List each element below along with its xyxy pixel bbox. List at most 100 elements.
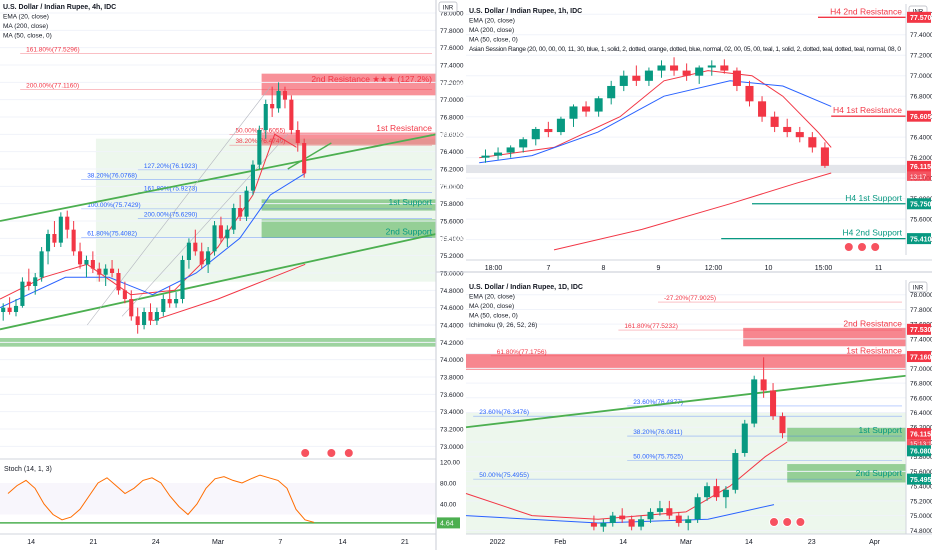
candle-body xyxy=(97,268,102,275)
fib-label: 38.20%(76.0768) xyxy=(87,172,137,179)
y-tick-label: 76.4000 xyxy=(910,135,932,142)
y-tick-label: 77.4000 xyxy=(910,32,932,39)
moving-average-line xyxy=(152,263,306,322)
zone-band xyxy=(787,427,906,442)
y-tick-label: 73.2000 xyxy=(440,427,464,434)
y-tick-label: 78.0000 xyxy=(440,11,464,18)
indicator-legend-line: MA (50, close, 0) xyxy=(469,313,518,320)
price-tag-label: 77.1605 xyxy=(910,354,932,361)
y-tick-label: 76.4000 xyxy=(440,149,464,156)
fib-label: 200.00%(77.1160) xyxy=(26,82,79,89)
candle-body xyxy=(732,70,741,86)
x-tick-label: 23 xyxy=(808,539,816,546)
candle-body xyxy=(760,379,767,391)
candle-body xyxy=(129,299,134,317)
candle-body xyxy=(644,70,653,81)
y-tick-label: 74.8000 xyxy=(440,288,464,295)
candle-body xyxy=(590,522,597,527)
candle-body xyxy=(783,126,792,133)
candle-body xyxy=(820,147,829,166)
candle-body xyxy=(732,453,739,490)
candle-body xyxy=(206,251,211,265)
stoch-line xyxy=(7,474,315,523)
zone-label: 1st Support xyxy=(389,197,433,207)
zone-label: 2nd Resistance ★★★ (127.2%) xyxy=(311,74,432,84)
currency-badge: INR xyxy=(913,286,924,292)
y-tick-label: 76.2000 xyxy=(440,167,464,174)
candle-body xyxy=(531,128,540,140)
fib-label: 50.00%(75.7525) xyxy=(633,453,683,460)
x-tick-label: 14 xyxy=(27,539,35,546)
candle-body xyxy=(670,65,679,71)
y-tick-label: 73.8000 xyxy=(440,375,464,382)
candle-body xyxy=(238,208,243,217)
panel-1d[interactable]: -27.20%(77.9025) 161.80%(77.5232) 61.80%(7… xyxy=(465,280,932,546)
candle-body xyxy=(142,312,147,325)
candle-body xyxy=(628,519,635,527)
price-tag-label: 75.4955 xyxy=(910,477,932,484)
candle-body xyxy=(594,98,603,112)
candle-body xyxy=(110,268,115,273)
countdown-label: 03:13:17 xyxy=(440,184,466,191)
price-tag-box xyxy=(907,160,931,172)
economic-event-icon xyxy=(782,517,793,527)
candle-body xyxy=(685,519,692,523)
candle-body xyxy=(276,91,281,109)
price-tag-box xyxy=(907,11,931,23)
candle-body xyxy=(58,216,63,243)
candle-body xyxy=(695,67,704,76)
moving-average-line xyxy=(553,172,832,251)
stoch-band xyxy=(0,483,436,515)
zone-band xyxy=(261,219,436,239)
countdown-label: 15:13:17 xyxy=(910,441,932,448)
y-tick-label: 75.8000 xyxy=(910,454,932,461)
candle-body xyxy=(218,225,223,239)
indicator-legend-line: MA (200, close) xyxy=(469,303,514,310)
panel-4h[interactable]: 161.80%(77.5296)200.00%(77.1160)50.00%(7… xyxy=(0,0,466,546)
indicator-legend-line: MA (50, close, 0) xyxy=(3,33,52,40)
candle-body xyxy=(657,65,666,71)
y-tick-label: 74.4000 xyxy=(440,323,464,330)
price-axis xyxy=(906,4,932,255)
moving-average-line xyxy=(465,504,775,524)
economic-event-icon xyxy=(326,448,337,458)
fib-label: 127.20%(76.1923) xyxy=(144,163,198,170)
indicator-legend-line: MA (200, close) xyxy=(3,23,48,30)
stoch-y-tick: 40.00 xyxy=(440,502,457,509)
moving-average-line xyxy=(0,133,297,300)
candle-body xyxy=(707,65,716,68)
x-tick-label: Feb xyxy=(554,539,566,546)
candle-body xyxy=(569,106,578,119)
indicator-legend-line: MA (50, close, 0) xyxy=(469,37,518,44)
zone-label: H4 2nd Support xyxy=(842,228,902,238)
x-tick-label: 11 xyxy=(875,265,882,272)
candle-body xyxy=(65,216,70,230)
stoch-y-tick: 80.00 xyxy=(440,481,457,488)
economic-event-icon xyxy=(300,448,311,458)
fib-label: 61.80%(75.4082) xyxy=(87,230,137,237)
candle-body xyxy=(33,277,38,286)
panel-title: U.S. Dollar / Indian Rupee, 1D, IDC xyxy=(469,284,583,291)
x-tick-label: 24 xyxy=(152,539,160,546)
y-tick-label: 75.6000 xyxy=(910,469,932,476)
zone-band xyxy=(466,412,906,534)
economic-event-icon xyxy=(870,242,881,252)
y-tick-label: 76.2000 xyxy=(910,155,932,162)
y-tick-label: 76.4000 xyxy=(910,410,932,417)
y-tick-label: 75.0000 xyxy=(440,271,464,278)
price-tag-label: 77.5700 xyxy=(910,15,932,22)
stoch-y-tick: 120.00 xyxy=(440,460,460,467)
price-tag-box xyxy=(907,428,931,440)
candle-body xyxy=(186,242,191,260)
y-tick-label: 76.6000 xyxy=(440,132,464,139)
candle-body xyxy=(619,515,626,520)
candle-body xyxy=(544,128,553,133)
candle-body xyxy=(770,116,779,127)
candle-body xyxy=(506,147,515,153)
price-tag-box xyxy=(907,351,931,363)
y-tick-label: 77.4000 xyxy=(910,336,932,343)
panel-1h[interactable]: H4 2nd Resistance H4 1st Resistance H4 1st… xyxy=(466,4,932,272)
